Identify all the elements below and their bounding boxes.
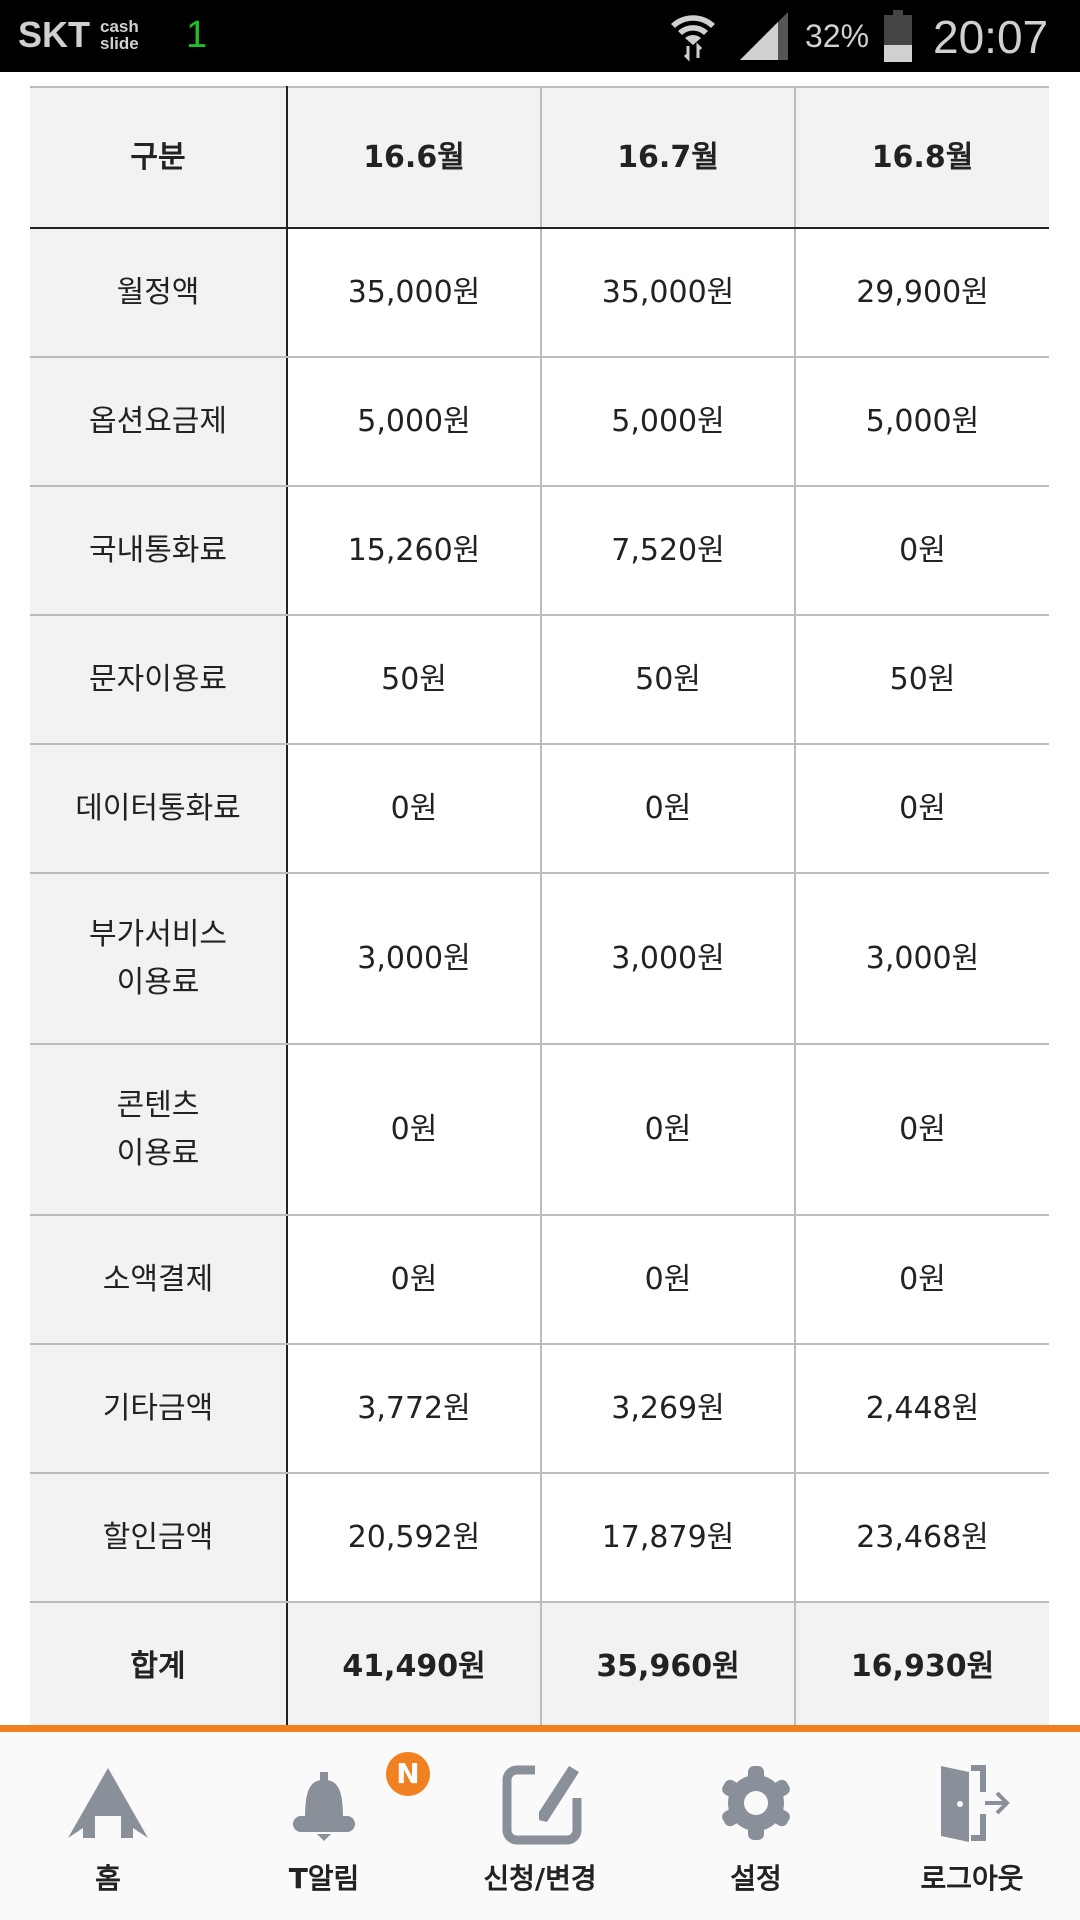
value-cell: 3,000원 [540, 872, 796, 1045]
value-cell: 0원 [540, 1043, 796, 1216]
value-cell: 0원 [286, 1214, 542, 1345]
status-bar: SKT cash slide 1 32% 20:07 [0, 0, 1080, 72]
home-icon [68, 1768, 148, 1838]
value-cell: 7,520원 [540, 485, 796, 616]
table-row: 데이터통화료 0원 0원 0원 [30, 743, 1049, 874]
nav-home-label: 홈 [95, 1862, 121, 1895]
signal-icon [740, 12, 788, 60]
nav-logout[interactable]: 로그아웃 [864, 1732, 1080, 1920]
value-cell: 17,879원 [540, 1472, 796, 1603]
row-label-cell: 데이터통화료 [30, 743, 288, 874]
row-label-cell: 월정액 [30, 227, 288, 358]
row-label-cell: 기타금액 [30, 1343, 288, 1474]
nav-t-alarm[interactable]: N T알림 [216, 1732, 432, 1920]
value-cell: 5,000원 [794, 356, 1049, 487]
table-row: 부가서비스 이용료 3,000원 3,000원 3,000원 [30, 872, 1049, 1045]
nav-t-alarm-label: T알림 [288, 1862, 360, 1895]
value-cell: 0원 [540, 1214, 796, 1345]
value-cell: 3,000원 [794, 872, 1049, 1045]
value-cell: 0원 [794, 485, 1049, 616]
value-cell: 3,772원 [286, 1343, 542, 1474]
row-label-cell: 콘텐츠 이용료 [30, 1043, 288, 1216]
value-cell: 15,260원 [286, 485, 542, 616]
value-cell: 16.8월 [794, 86, 1049, 229]
cashslide-icon: cash slide [100, 18, 139, 52]
value-cell: 0원 [540, 743, 796, 874]
cashslide-line1: cash [100, 17, 139, 36]
row-label-cell: 소액결제 [30, 1214, 288, 1345]
table-row: 옵션요금제 5,000원 5,000원 5,000원 [30, 356, 1049, 487]
table-row: 기타금액 3,772원 3,269원 2,448원 [30, 1343, 1049, 1474]
table-total-row: 합계 41,490원 35,960원 16,930원 [30, 1601, 1049, 1726]
row-label-cell: 옵션요금제 [30, 356, 288, 487]
value-cell: 3,000원 [286, 872, 542, 1045]
value-cell: 5,000원 [286, 356, 542, 487]
nav-apply-change[interactable]: 신청/변경 [432, 1732, 648, 1920]
nav-logout-label: 로그아웃 [920, 1862, 1024, 1895]
table-header-row: 구분 16.6월 16.7월 16.8월 [30, 86, 1049, 229]
value-cell: 16.7월 [540, 86, 796, 229]
table-row: 소액결제 0원 0원 0원 [30, 1214, 1049, 1345]
table-row: 할인금액 20,592원 17,879원 23,468원 [30, 1472, 1049, 1603]
value-cell: 3,269원 [540, 1343, 796, 1474]
value-cell: 35,000원 [286, 227, 542, 358]
nav-home[interactable]: 홈 [0, 1732, 216, 1920]
value-cell: 2,448원 [794, 1343, 1049, 1474]
gear-icon [722, 1766, 790, 1840]
value-cell: 29,900원 [794, 227, 1049, 358]
value-cell: 50원 [540, 614, 796, 745]
carrier-name: SKT [18, 14, 90, 55]
value-cell: 20,592원 [286, 1472, 542, 1603]
value-cell: 16.6월 [286, 86, 542, 229]
billing-table: 구분 16.6월 16.7월 16.8월 월정액 35,000원 35,000원 29,900… [30, 86, 1049, 1726]
value-cell: 0원 [794, 1214, 1049, 1345]
row-label-cell: 합계 [30, 1601, 288, 1726]
table-row: 국내통화료 15,260원 7,520원 0원 [30, 485, 1049, 616]
row-label-cell: 할인금액 [30, 1472, 288, 1603]
nav-settings-label: 설정 [730, 1862, 782, 1895]
battery-icon [884, 10, 912, 62]
row-label-cell: 부가서비스 이용료 [30, 872, 288, 1045]
edit-icon [502, 1765, 582, 1845]
row-label-cell: 구분 [30, 86, 288, 229]
value-cell: 16,930원 [794, 1601, 1049, 1726]
value-cell: 50원 [794, 614, 1049, 745]
value-cell: 35,960원 [540, 1601, 796, 1726]
value-cell: 23,468원 [794, 1472, 1049, 1603]
notification-count: 1 [186, 14, 208, 56]
wifi-icon [671, 15, 715, 62]
value-cell: 41,490원 [286, 1601, 542, 1726]
new-badge: N [386, 1752, 430, 1796]
value-cell: 0원 [286, 1043, 542, 1216]
value-cell: 0원 [794, 743, 1049, 874]
value-cell: 5,000원 [540, 356, 796, 487]
nav-apply-change-label: 신청/변경 [483, 1862, 597, 1895]
row-label-cell: 문자이용료 [30, 614, 288, 745]
value-cell: 35,000원 [540, 227, 796, 358]
value-cell: 0원 [794, 1043, 1049, 1216]
table-row: 월정액 35,000원 35,000원 29,900원 [30, 227, 1049, 358]
value-cell: 0원 [286, 743, 542, 874]
table-row: 문자이용료 50원 50원 50원 [30, 614, 1049, 745]
row-label-cell: 국내통화료 [30, 485, 288, 616]
value-cell: 50원 [286, 614, 542, 745]
cashslide-line2: slide [100, 34, 139, 53]
bottom-nav: 홈 N T알림 신청/변경 설정 로그아웃 [0, 1725, 1080, 1920]
billing-table-container[interactable]: 구분 16.6월 16.7월 16.8월 월정액 35,000원 35,000원 29,900… [30, 86, 1049, 1726]
clock: 20:07 [933, 11, 1049, 63]
logout-icon [941, 1765, 1010, 1842]
nav-settings[interactable]: 설정 [648, 1732, 864, 1920]
bell-icon [293, 1772, 355, 1841]
battery-percent: 32% [805, 18, 870, 54]
table-row: 콘텐츠 이용료 0원 0원 0원 [30, 1043, 1049, 1216]
